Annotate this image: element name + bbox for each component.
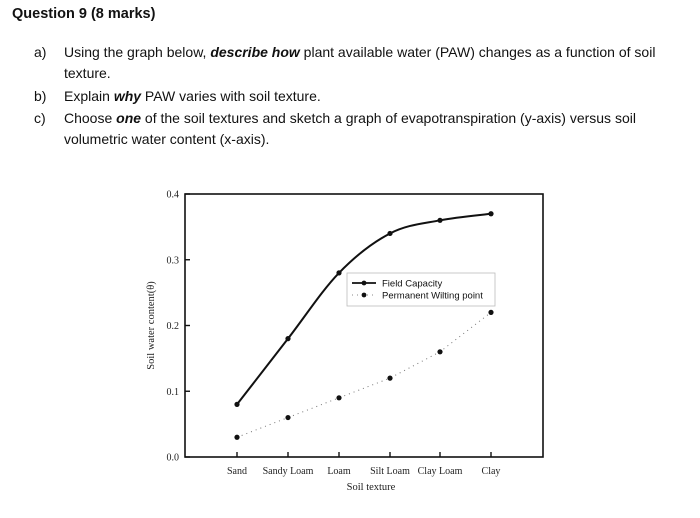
y-tick-label: 0.0 [167, 453, 180, 464]
field-capacity-point [387, 230, 393, 237]
y-tick-label: 0.4 [167, 190, 180, 201]
x-tick-label: Sandy Loam [263, 466, 314, 477]
field-capacity-point [488, 211, 494, 217]
field-capacity-point [234, 401, 240, 407]
wilting-point-point [234, 434, 240, 440]
y-tick-label: 0.3 [167, 255, 180, 266]
legend-wilting-point-marker [361, 292, 367, 298]
question-b-letter: b) [34, 88, 47, 104]
y-axis-title: Soil water content(θ) [146, 281, 157, 370]
x-tick-label: Loam [327, 466, 351, 477]
wilting-point-point [285, 414, 291, 421]
field-capacity-point [437, 217, 443, 223]
question-a-text: Using the graph below, describe how plan… [64, 44, 656, 81]
x-tick-label: Sand [227, 466, 247, 477]
legend-box [346, 272, 496, 307]
wilting-point-line [236, 311, 492, 438]
field-capacity-point [285, 336, 291, 342]
field-capacity-point [336, 270, 342, 276]
x-tick-label: Silt Loam [370, 466, 410, 477]
legend-wilting-point-label: Permanent Wilting point [382, 291, 483, 302]
wilting-point-point [387, 375, 393, 381]
question-heading: Question 9 (8 marks) [12, 6, 156, 22]
legend-field-capacity-marker [361, 280, 367, 286]
question-a-letter: a) [34, 44, 47, 60]
field-capacity-line [236, 212, 492, 406]
y-tick-label: 0.2 [167, 321, 180, 332]
x-tick-label: Clay Loam [418, 466, 463, 477]
x-axis-title: Soil texture [347, 482, 396, 493]
question-c-text: Choose one of the soil textures and sket… [64, 110, 636, 147]
wilting-point-point [488, 309, 494, 315]
question-b-text: Explain why PAW varies with soil texture… [64, 88, 321, 104]
legend-field-capacity-label: Field Capacity [382, 279, 442, 290]
question-c-letter: c) [34, 110, 46, 126]
plot-frame [184, 193, 544, 458]
x-tick-label: Clay [482, 466, 501, 477]
y-tick-label: 0.1 [167, 387, 180, 398]
wilting-point-point [437, 349, 443, 355]
wilting-point-point [336, 395, 342, 401]
